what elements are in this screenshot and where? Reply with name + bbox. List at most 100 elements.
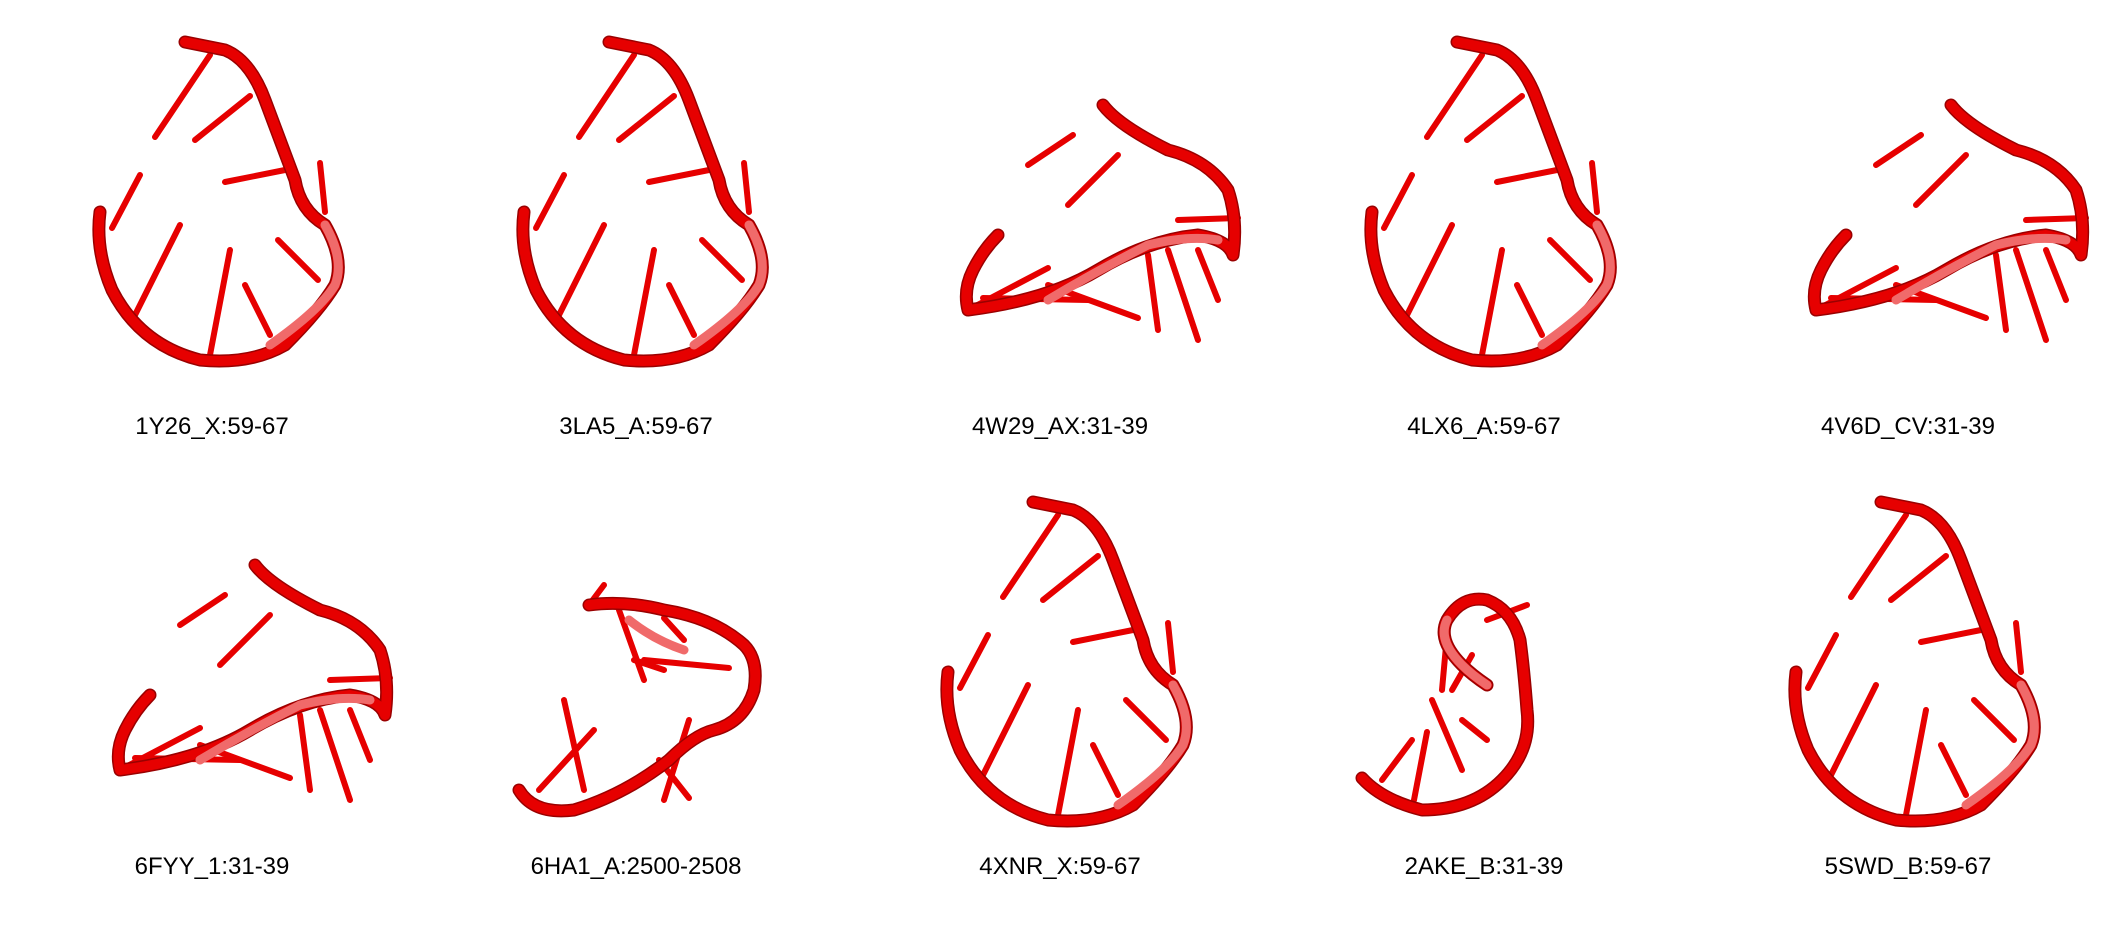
structure-panel: 1Y26_X:59-67 (0, 0, 424, 440)
base-stick (242, 282, 273, 338)
structure-panel: 3LA5_A:59-67 (424, 0, 848, 440)
base-stick (297, 712, 313, 793)
base-stick (631, 657, 667, 673)
backbone-strand (514, 598, 761, 816)
backbone-strand (1809, 100, 2088, 315)
backbone-highlight (624, 615, 689, 655)
base-stick (1459, 717, 1490, 743)
base-stick (1805, 632, 1839, 691)
base-stick (1464, 93, 1525, 143)
base-stick (1547, 237, 1593, 283)
structure-label: 6FYY_1:31-39 (134, 853, 290, 880)
base-stick (533, 172, 567, 231)
rna-backbone-render (512, 582, 762, 818)
base-stick (1165, 620, 1176, 675)
structure-panel: 5SWD_B:59-67 (1696, 460, 2120, 900)
base-stick (217, 612, 273, 668)
base-stick (561, 697, 587, 793)
base-stick (556, 222, 607, 318)
base-stick (1514, 282, 1545, 338)
base-stick (641, 657, 732, 671)
base-stick (2043, 247, 2069, 303)
structure-label: 3LA5_A:59-67 (559, 413, 713, 440)
base-stick (1379, 737, 1415, 783)
base-stick (1065, 152, 1121, 208)
backbone-highlight (1891, 233, 2071, 305)
backbone-highlight (689, 220, 767, 350)
base-stick (1090, 742, 1121, 798)
rna-backbone-render (959, 98, 1242, 343)
base-stick (177, 592, 228, 628)
base-stick (192, 93, 253, 143)
base-stick (646, 167, 712, 185)
rna-backbone-render (1364, 35, 1617, 368)
base-stick (631, 247, 657, 358)
base-stick (1424, 52, 1485, 140)
base-stick (1479, 247, 1505, 358)
backbone-highlight (1537, 220, 1615, 350)
structure-label: 2AKE_B:31-39 (1404, 853, 1564, 880)
base-stick (1918, 627, 1984, 645)
base-stick (1040, 553, 1101, 603)
base-stick (1494, 167, 1560, 185)
base-stick (1145, 252, 1161, 333)
backbone-highlight (1439, 615, 1492, 690)
base-stick (616, 607, 647, 683)
backbone-highlight (265, 220, 343, 350)
backbone-shadow (959, 98, 1242, 317)
structure-panel: 4W29_AX:31-39 (848, 0, 1272, 440)
structure-panel: 2AKE_B:31-39 (1272, 460, 1696, 900)
base-stick (576, 52, 637, 140)
base-stick (317, 160, 328, 215)
rna-backbone-render (1355, 592, 1535, 817)
base-stick (1070, 627, 1136, 645)
base-stick (2013, 620, 2024, 675)
rna-backbone-render (1807, 98, 2090, 343)
base-stick (1913, 152, 1969, 208)
base-stick (2013, 247, 2049, 343)
backbone-highlight (1113, 680, 1191, 810)
base-stick (1848, 512, 1909, 600)
base-stick (1993, 252, 2009, 333)
base-stick (980, 682, 1031, 778)
rna-backbone-render (940, 495, 1193, 828)
base-stick (1165, 247, 1201, 343)
structure-label: 4V6D_CV:31-39 (1821, 413, 1995, 440)
base-stick (536, 727, 597, 793)
base-stick (1055, 707, 1081, 818)
base-stick (1000, 512, 1061, 600)
backbone-strand (113, 560, 392, 775)
rna-backbone-render (516, 35, 769, 368)
base-stick (1195, 247, 1221, 303)
base-stick (666, 282, 697, 338)
structure-panel: 4XNR_X:59-67 (848, 460, 1272, 900)
structure-label: 1Y26_X:59-67 (135, 413, 289, 440)
base-stick (109, 172, 143, 231)
base-stick (957, 632, 991, 691)
backbone-highlight (1961, 680, 2039, 810)
backbone-highlight (195, 693, 375, 765)
base-stick (1589, 160, 1600, 215)
rna-backbone-render (92, 35, 345, 368)
base-stick (207, 247, 233, 358)
base-stick (152, 52, 213, 140)
base-stick (1873, 132, 1924, 168)
structure-panel: 4V6D_CV:31-39 (1696, 0, 2120, 440)
base-stick (347, 707, 373, 763)
base-stick (1411, 729, 1430, 803)
base-stick (741, 160, 752, 215)
backbone-shadow (111, 558, 394, 777)
rna-backbone-render (1788, 495, 2041, 828)
backbone-shadow (1807, 98, 2090, 317)
base-stick (1381, 172, 1415, 231)
base-stick (1404, 222, 1455, 318)
structure-label: 5SWD_B:59-67 (1824, 853, 1992, 880)
base-stick (1903, 707, 1929, 818)
base-stick (317, 707, 353, 803)
base-stick (132, 222, 183, 318)
structure-label: 6HA1_A:2500-2508 (530, 853, 742, 880)
base-stick (1971, 697, 2017, 743)
base-stick (1429, 697, 1465, 773)
base-stick (616, 93, 677, 143)
